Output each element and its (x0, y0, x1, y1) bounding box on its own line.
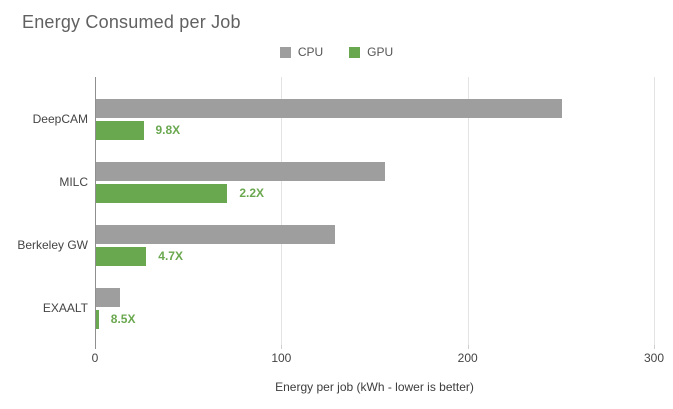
x-tick-200 (467, 345, 469, 349)
gridline-300 (654, 77, 655, 345)
x-tick-label-0: 0 (91, 351, 99, 365)
category-label-berkeley-gw: Berkeley GW (17, 238, 88, 252)
ratio-label-exaalt: 8.5X (110, 312, 136, 326)
cpu-bar-deepcam (96, 98, 562, 118)
x-tick-label-300: 300 (643, 351, 665, 365)
cpu-bar-milc (96, 161, 385, 181)
gridline-200 (467, 77, 469, 345)
gridline-100 (281, 77, 283, 345)
legend-item-gpu: GPU (349, 45, 393, 59)
cpu-bar-exaalt (96, 287, 121, 307)
gpu-bar-milc (96, 183, 228, 203)
y-axis-baseline (95, 77, 96, 349)
gpu-bar-deepcam (96, 120, 144, 140)
ratio-label-berkeley-gw: 4.7X (158, 249, 183, 263)
ratio-label-milc: 2.2X (239, 186, 265, 200)
x-tick-label-200: 200 (457, 351, 478, 365)
ratio-label-deepcam: 9.8X (155, 123, 181, 137)
category-label-milc: MILC (59, 175, 88, 189)
legend-label-cpu: CPU (297, 45, 324, 59)
x-axis-title: Energy per job (kWh - lower is better) (275, 380, 474, 394)
chart-title: Energy Consumed per Job (22, 12, 241, 32)
category-label-deepcam: DeepCAM (32, 112, 88, 126)
category-label-exaalt: EXAALT (42, 301, 88, 315)
gpu-swatch-icon (349, 46, 361, 58)
x-tick-300 (654, 345, 655, 349)
legend-item-cpu: CPU (279, 45, 324, 59)
legend-label-gpu: GPU (367, 45, 394, 59)
x-tick-100 (281, 345, 283, 349)
legend: CPU GPU (0, 45, 673, 59)
cpu-bar-berkeley-gw (96, 224, 335, 244)
cpu-swatch-icon (279, 46, 291, 58)
gpu-bar-berkeley-gw (96, 246, 147, 266)
plot-area: 9.8X 2.2X 4.7X 8.5X (95, 77, 655, 349)
x-tick-label-100: 100 (271, 351, 292, 365)
gpu-bar-exaalt (96, 309, 99, 329)
